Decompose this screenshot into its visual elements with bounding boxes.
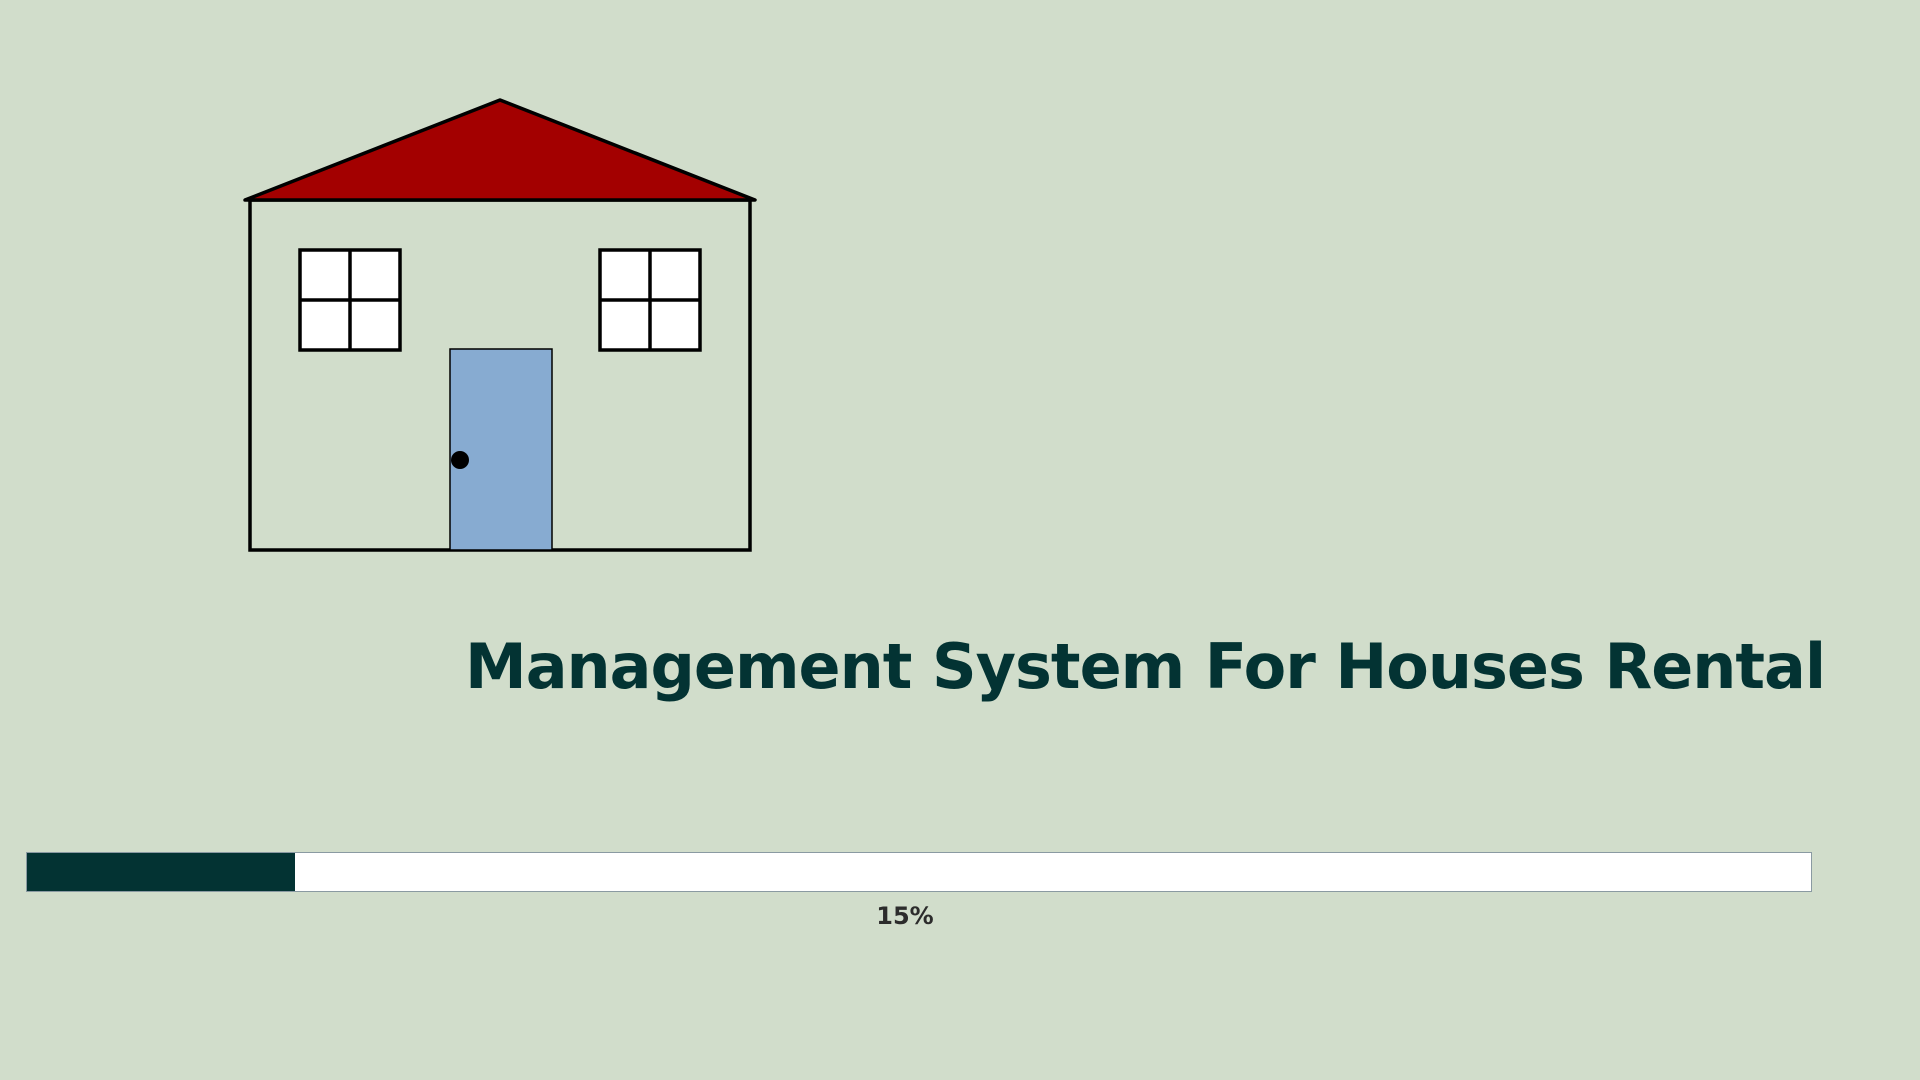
house-roof <box>243 98 757 202</box>
door-knob-icon <box>451 451 469 469</box>
house-icon <box>243 98 757 552</box>
window-left-icon <box>298 248 402 352</box>
door-icon <box>449 348 553 551</box>
loading-progress-label: 15% <box>876 902 934 930</box>
loading-progress-fill <box>27 853 295 891</box>
app-title: Management System For Houses Rental <box>465 630 1826 703</box>
window-right-icon <box>598 248 702 352</box>
loading-progress-bar <box>26 852 1812 892</box>
